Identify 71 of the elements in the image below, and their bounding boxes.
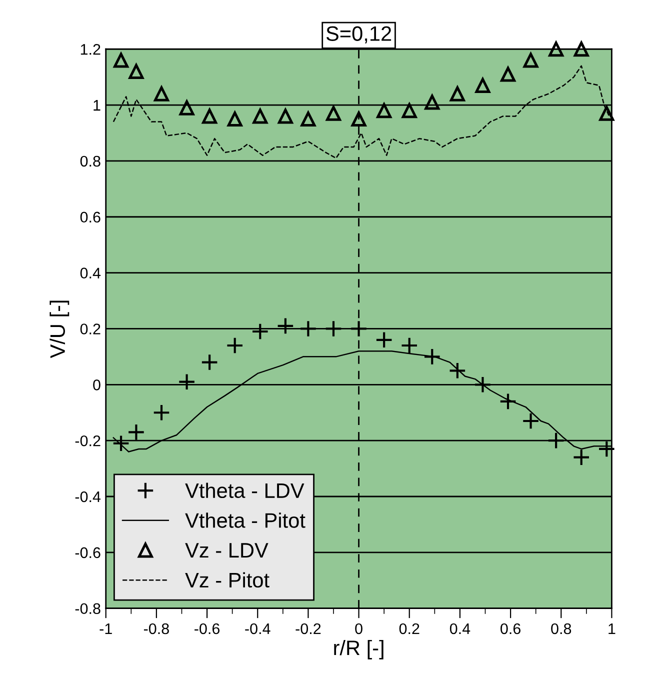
legend-label: Vtheta - LDV	[185, 482, 304, 498]
point	[128, 424, 145, 441]
point	[226, 336, 244, 354]
point	[227, 112, 242, 127]
x-tick-label: -0.4	[245, 623, 270, 634]
point	[326, 106, 341, 121]
y-tick-label: -0.8	[75, 603, 100, 614]
point	[574, 42, 589, 57]
x-axis-title: r/R [-]	[334, 640, 384, 660]
chart-title: S=0,12	[326, 26, 392, 44]
x-tick-label: 1	[608, 623, 616, 634]
point	[202, 108, 218, 124]
x-tick-label: 0	[355, 623, 362, 634]
point	[350, 320, 368, 338]
point	[276, 317, 294, 335]
x-tick-label: 0.4	[450, 623, 470, 634]
point	[400, 336, 418, 354]
point	[324, 320, 342, 338]
point	[375, 331, 393, 349]
point	[402, 103, 417, 118]
x-tick-label: -0.6	[194, 623, 220, 634]
y-tick-label: -0.4	[75, 491, 101, 502]
point	[179, 100, 194, 116]
y-tick-label: 0.8	[80, 156, 100, 167]
point	[423, 348, 441, 366]
point	[114, 52, 129, 68]
y-axis-title: V/U [-]	[50, 300, 70, 358]
x-tick-label: 0.2	[399, 623, 420, 634]
y-tick-label: 1.2	[80, 44, 100, 55]
point	[154, 86, 170, 102]
point	[572, 448, 590, 466]
point	[178, 373, 196, 391]
point	[500, 66, 516, 82]
point	[450, 86, 465, 102]
point	[251, 322, 269, 340]
point	[152, 404, 170, 422]
y-tick-label: 0.2	[80, 324, 100, 334]
legend-label: Vz - Pitot	[185, 572, 270, 588]
x-tick-label: 0.8	[551, 623, 572, 634]
y-tick-label: -0.2	[75, 435, 100, 446]
y-tick-label: 1	[94, 100, 100, 111]
x-tick-label: -0.2	[296, 623, 321, 634]
point	[598, 440, 616, 458]
x-tick-label: 0.6	[500, 623, 520, 634]
point	[522, 412, 540, 430]
point	[278, 108, 293, 124]
point	[351, 112, 366, 127]
point	[252, 108, 268, 124]
point	[548, 42, 564, 57]
point	[474, 376, 492, 394]
point	[300, 320, 317, 338]
legend-label: Vz - LDV	[185, 543, 268, 558]
point	[300, 112, 316, 127]
point	[424, 94, 440, 110]
point	[376, 103, 392, 118]
point	[200, 354, 218, 371]
point	[475, 78, 490, 93]
point	[448, 362, 466, 380]
legend-label: Vtheta - Pitot	[185, 512, 306, 528]
y-tick-label: -0.6	[75, 547, 100, 558]
point	[112, 434, 130, 452]
point	[599, 106, 614, 121]
point	[128, 64, 144, 79]
x-tick-label: -0.8	[144, 623, 169, 634]
y-tick-label: 0.6	[80, 212, 100, 223]
point	[547, 432, 565, 450]
y-tick-label: 0	[93, 380, 100, 390]
point	[523, 52, 538, 68]
y-tick-label: 0.4	[80, 268, 101, 278]
point	[499, 392, 517, 410]
x-tick-label: -1	[100, 623, 112, 634]
